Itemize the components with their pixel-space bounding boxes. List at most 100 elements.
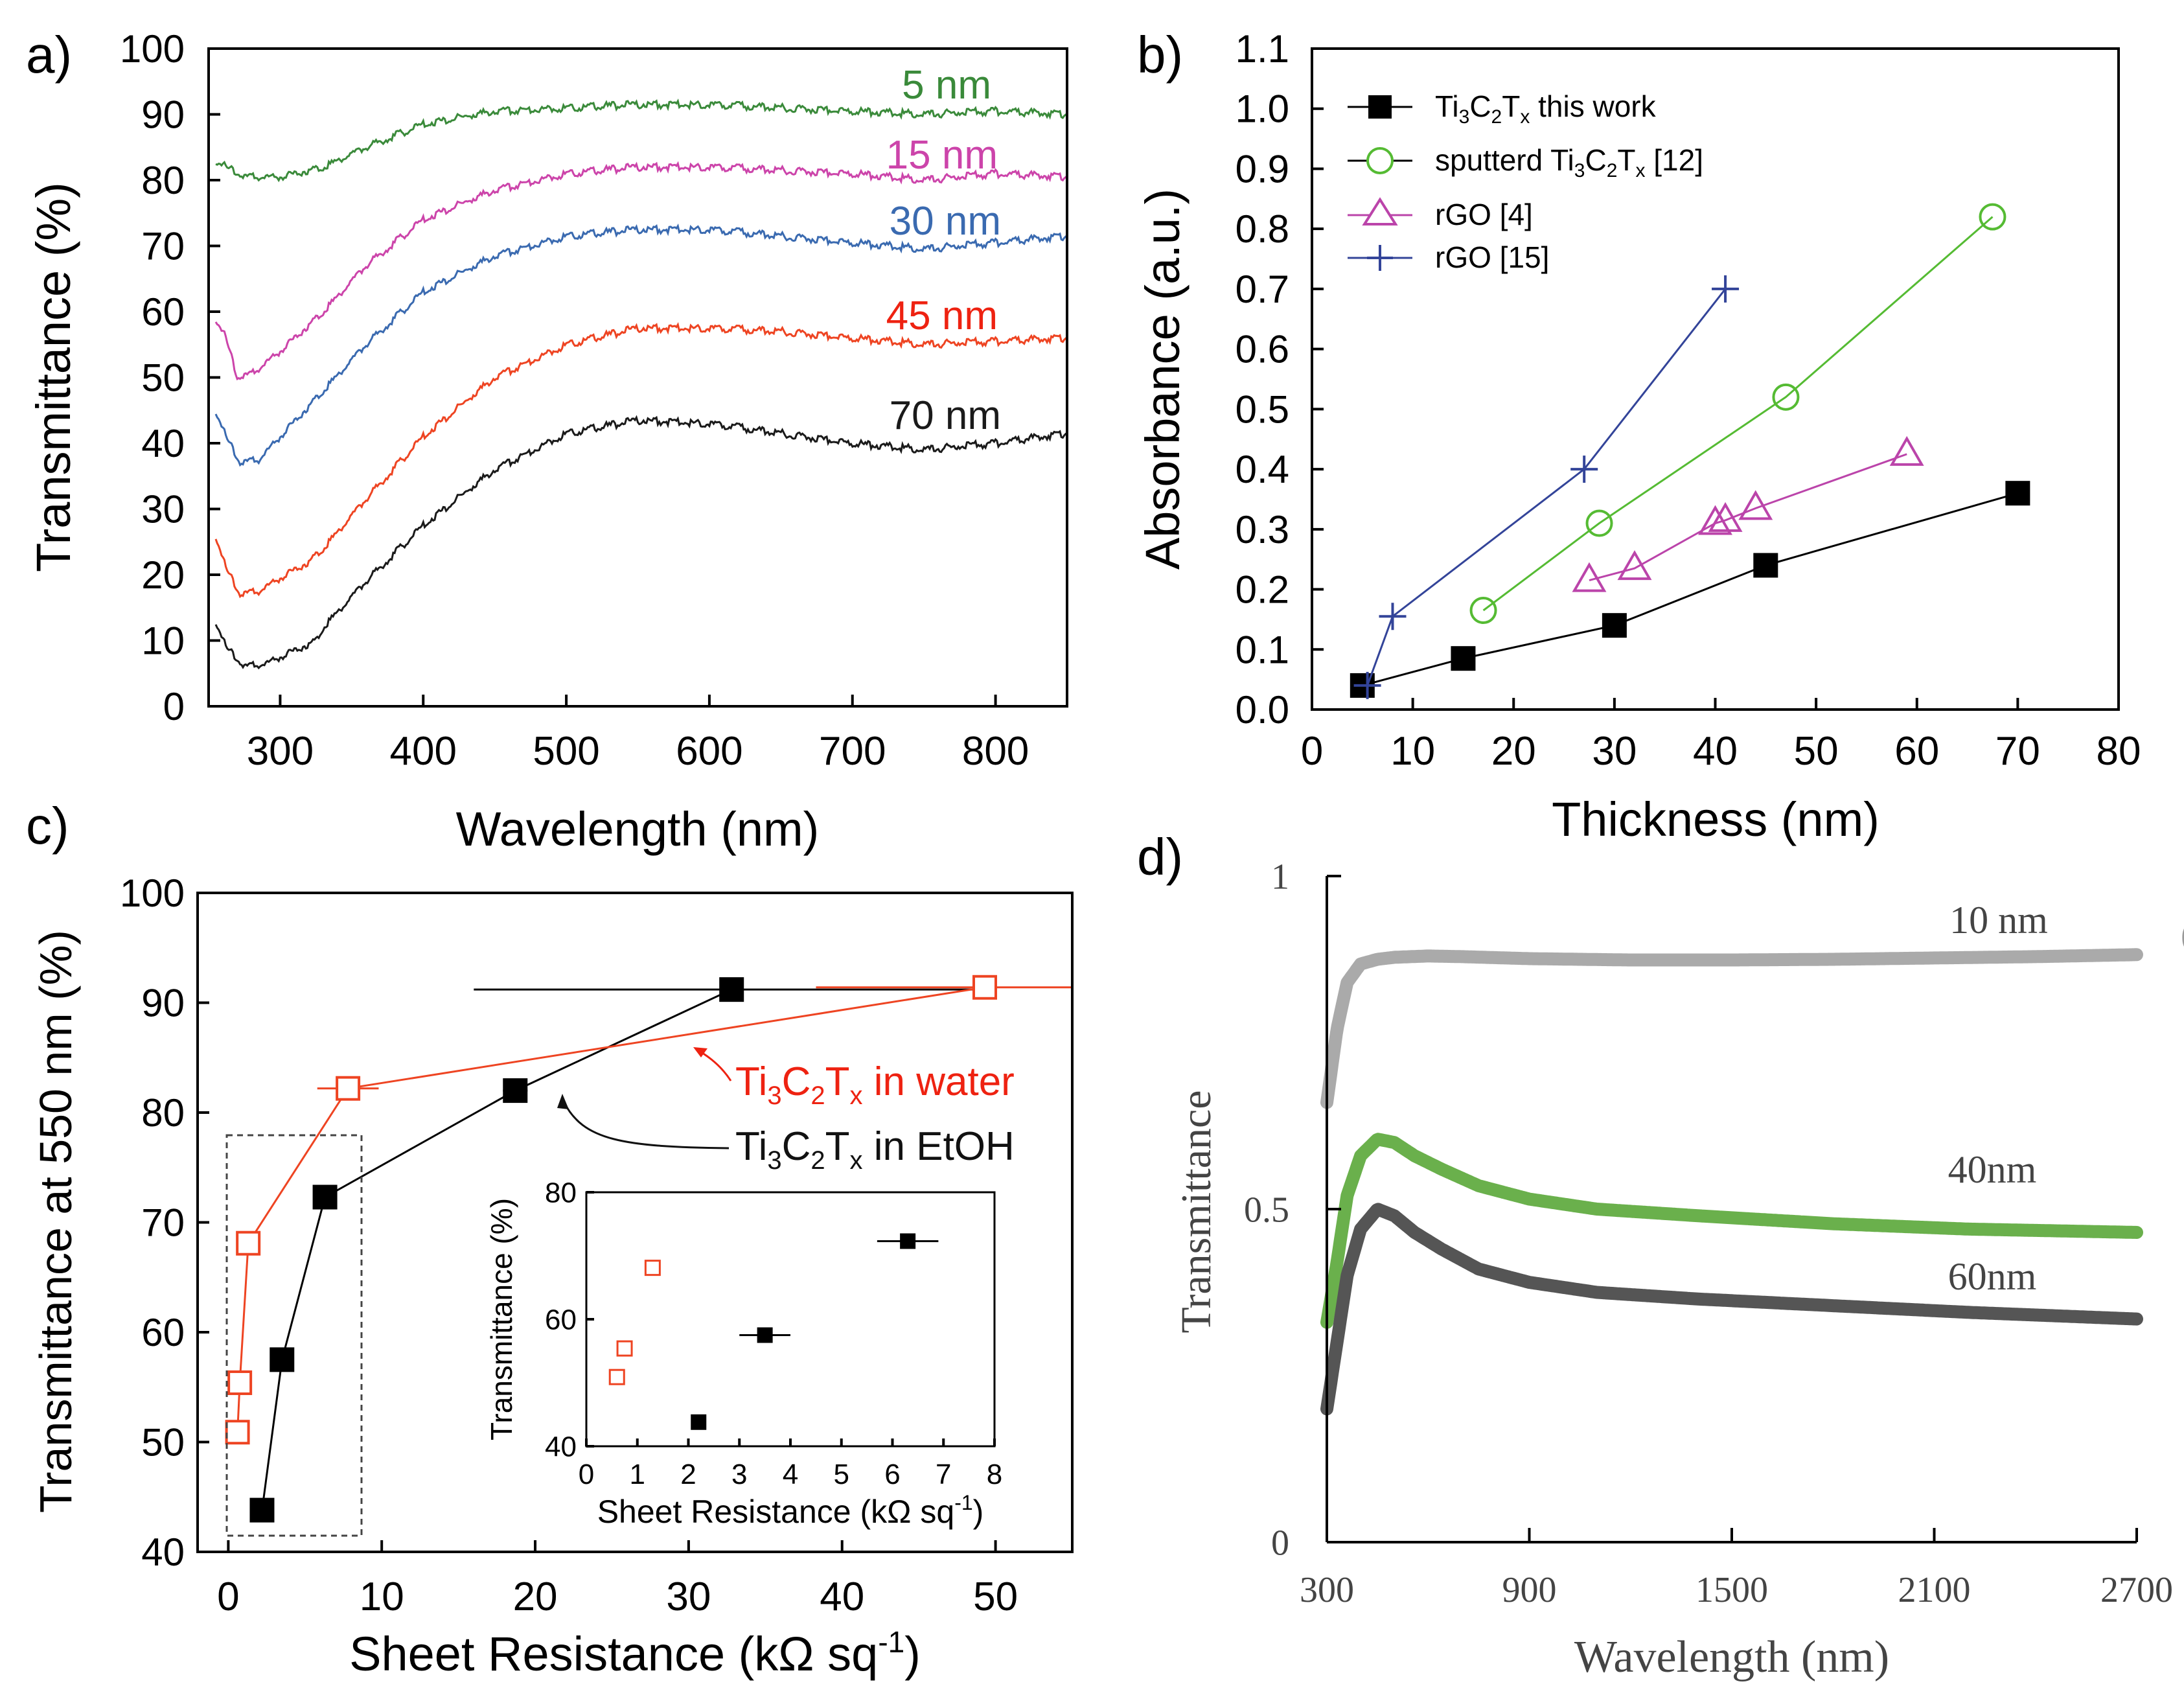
panel-d-edge-mark: ( <box>2181 915 2184 954</box>
panel-a-y-tick-label-30: 30 <box>141 488 185 531</box>
panel-d-y-ticks: 00.51 <box>1244 857 1341 1564</box>
panel-a-series-70-nm <box>214 415 1068 670</box>
panel-c-inset: 0 1 2 3 4 5 6 7 8 40 60 80 Sheet Resistance (kΩ sq… <box>485 1177 1002 1530</box>
panel-b-y-tick-label-0-1: 0.1 <box>1236 628 1289 671</box>
panel-b-point-rgo-4-5 <box>1889 435 1924 466</box>
inset-y-tick-label-60: 60 <box>545 1304 577 1335</box>
panel-b-legend: Ti3C2Tx this work sputterd Ti3C2Tx [12] … <box>1348 89 1703 274</box>
panel-c-y-tick-label-100: 100 <box>120 872 185 915</box>
panel-b-y-tick-label-0-2: 0.2 <box>1236 568 1289 612</box>
panel-c-ylabel: Transmittance at 550 nm (%) <box>30 930 81 1513</box>
panel-b-point-rgo-15-2 <box>1570 456 1598 483</box>
legend-label-rgo-4: rGO [4] <box>1435 198 1533 231</box>
panel-c-arrowhead-etoh <box>557 1094 569 1109</box>
panel-a-label-15nm: 15 nm <box>886 133 998 178</box>
panel-a-y-tick-label-50: 50 <box>141 356 185 400</box>
panel-b-point-rgo-4-0 <box>1572 562 1607 592</box>
panel-b-point-sputterd-ti3c2tx-12-1 <box>1585 509 1613 537</box>
panel-d-x-tick-label-2100: 2100 <box>1898 1570 1971 1610</box>
panel-b-x-tick-label-0: 0 <box>1301 729 1323 774</box>
inset-point-ti3c2tx-in-etoh-1 <box>757 1327 773 1343</box>
panel-a-y-tick-label-60: 60 <box>141 290 185 334</box>
panel-b-x-tick-label-20: 20 <box>1491 729 1536 774</box>
panel-c-annotation-etoh: Ti3C2Tx in EtOH <box>735 1124 1015 1175</box>
panel-a-y-tick-label-20: 20 <box>141 553 185 597</box>
panel-b-point-rgo-4-1 <box>1617 550 1652 581</box>
panel-c-label: c) <box>26 797 69 855</box>
inset-point-ti3c2tx-in-etoh-0 <box>691 1414 707 1430</box>
inset-x-tick-label-5: 5 <box>834 1459 849 1490</box>
panel-a-y-tick-label-10: 10 <box>141 619 185 663</box>
panel-c-line-ti3c2tx-in-water <box>236 986 985 1433</box>
panel-a-series-30-nm <box>214 224 1068 467</box>
panel-b-y-tick-label-0-0: 0.0 <box>1236 688 1289 732</box>
panel-d-series-10-nm <box>1320 948 2143 1109</box>
panel-b-y-ticks: 0.0 0.1 0.2 0.3 0.4 0.5 0.6 0.7 0.8 0.9 1.0 1.1 <box>1236 27 1324 732</box>
panel-b-x-tick-label-50: 50 <box>1794 729 1839 774</box>
panel-c-xlabel: Sheet Resistance (kΩ sq-1) <box>349 1625 921 1681</box>
legend-item-sputtered: sputterd Ti3C2Tx [12] <box>1348 143 1703 181</box>
panel-c-point-ti3c2tx-in-water-4 <box>972 975 997 1000</box>
panel-b-x-tick-label-80: 80 <box>2097 729 2141 774</box>
panel-d-x-tick-label-2700: 2700 <box>2100 1570 2173 1610</box>
panel-a-ylabel: Transmittance (%) <box>27 182 80 572</box>
panel-d-y-tick-label-1: 1 <box>1271 857 1289 897</box>
panel-a-x-tick-label-300: 300 <box>247 729 314 774</box>
panel-a-x-tick-label-800: 800 <box>962 729 1029 774</box>
panel-c-arrow-etoh <box>562 1101 730 1149</box>
panel-b-y-tick-label-0-7: 0.7 <box>1236 268 1289 311</box>
panel-b-label: b) <box>1137 26 1183 84</box>
panel-b-x-ticks: 0 10 20 30 40 50 60 70 80 <box>1301 698 2141 774</box>
panel-a-y-tick-label-90: 90 <box>141 93 185 137</box>
panel-b-point-rgo-4-3 <box>1708 502 1743 532</box>
inset-ylabel: Transmittance (%) <box>485 1198 518 1440</box>
panel-d-label-40nm: 40nm <box>1948 1148 2037 1191</box>
panel-c-x-tick-label-30: 30 <box>666 1575 711 1619</box>
panel-b-point-ti3c2tx-this-work-2 <box>1602 613 1627 638</box>
panel-b-point-rgo-4-2 <box>1698 505 1732 535</box>
panel-a-xlabel: Wavelength (nm) <box>456 802 820 856</box>
inset-x-tick-label-6: 6 <box>884 1459 900 1490</box>
panel-b-x-tick-label-10: 10 <box>1390 729 1435 774</box>
panel-b-y-tick-label-1-1: 1.1 <box>1236 27 1289 71</box>
legend-label-rgo-15: rGO [15] <box>1435 240 1549 274</box>
inset-point-ti3c2tx-in-water-2 <box>644 1260 661 1276</box>
panel-d-x-tick-label-1500: 1500 <box>1695 1570 1768 1610</box>
inset-x-tick-label-4: 4 <box>783 1459 798 1490</box>
panel-d-ylabel: Transmittance <box>1173 1090 1220 1333</box>
panel-b-frame <box>1311 47 2120 711</box>
panel-c-point-ti3c2tx-in-etoh-0 <box>249 1497 275 1523</box>
panel-c-point-ti3c2tx-in-water-2 <box>236 1230 261 1256</box>
panel-b-x-tick-label-60: 60 <box>1894 729 1939 774</box>
panel-a-series-45-nm <box>214 322 1068 599</box>
panel-a-y-tick-label-100: 100 <box>120 27 185 71</box>
panel-b-point-ti3c2tx-this-work-3 <box>1753 553 1778 578</box>
inset-x-ticks: 0 1 2 3 4 5 6 7 8 <box>579 1438 1002 1490</box>
panel-b-x-tick-label-70: 70 <box>1995 729 2040 774</box>
panel-b-point-ti3c2tx-this-work-1 <box>1451 646 1476 671</box>
panel-a-label-5nm: 5 nm <box>902 63 991 108</box>
panel-b-ylabel: Absorbance (a.u.) <box>1136 189 1190 570</box>
panel-c-y-ticks: 40 50 60 70 80 90 100 <box>120 872 209 1574</box>
panel-c-arrowhead-water <box>693 1047 707 1057</box>
panel-d-series-60nm <box>1320 1203 2143 1416</box>
panel-b-point-sputterd-ti3c2tx-12-3 <box>1979 203 2006 231</box>
panel-b-series-group <box>1350 203 2030 699</box>
panel-a-label: a) <box>26 26 72 84</box>
inset-series-group <box>608 1233 939 1430</box>
panel-d: d) 300 900 1500 2100 2700 00.51 Wavelength (… <box>1137 828 2184 1682</box>
panel-b-point-rgo-15-3 <box>1712 275 1740 303</box>
panel-c-point-ti3c2tx-in-water-0 <box>225 1420 250 1445</box>
panel-a-label-70nm: 70 nm <box>890 393 1001 438</box>
panel-b-xlabel: Thickness (nm) <box>1552 792 1879 846</box>
panel-c-zoom-box <box>225 1134 363 1537</box>
panel-d-label: d) <box>1137 828 1183 886</box>
panel-c-point-ti3c2tx-in-water-3 <box>336 1076 361 1101</box>
panel-b-y-tick-label-0-5: 0.5 <box>1236 387 1289 431</box>
panel-a-series-15-nm <box>214 161 1068 381</box>
panel-c-x-tick-label-40: 40 <box>820 1575 864 1619</box>
panel-c-frame <box>196 892 1074 1553</box>
inset-x-tick-label-2: 2 <box>680 1459 696 1490</box>
panel-b-x-tick-label-40: 40 <box>1693 729 1738 774</box>
